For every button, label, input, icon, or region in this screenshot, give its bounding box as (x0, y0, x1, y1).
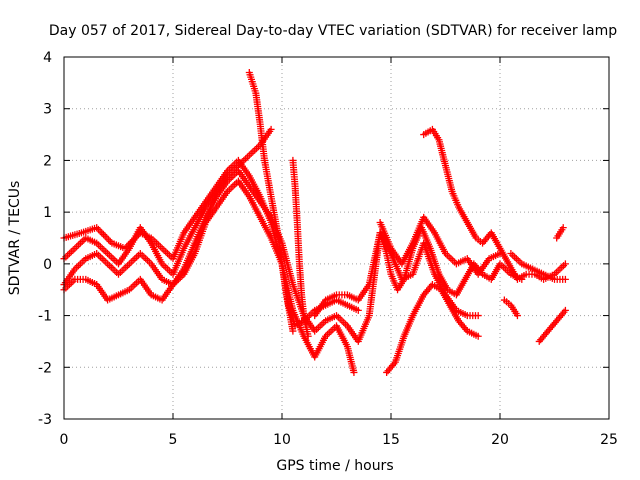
series-s6 (289, 156, 312, 340)
y-tick-label: 2 (43, 153, 52, 169)
series-s3 (60, 177, 358, 376)
x-tick-label: 20 (491, 432, 509, 448)
series-s9 (383, 281, 482, 376)
data-point (513, 312, 521, 320)
x-tick-label: 10 (273, 432, 291, 448)
data-point (561, 275, 569, 283)
series-s12 (535, 306, 569, 345)
chart-title: Day 057 of 2017, Sidereal Day-to-day VTE… (49, 23, 617, 39)
y-tick-label: -3 (38, 412, 52, 428)
x-tick-label: 5 (169, 432, 178, 448)
series-s11 (500, 296, 521, 320)
y-tick-label: 0 (43, 257, 52, 273)
data-point (559, 224, 567, 232)
y-tick-label: -1 (38, 309, 52, 325)
y-tick-label: -2 (38, 360, 52, 376)
data-point (561, 306, 569, 314)
y-tick-label: 1 (43, 205, 52, 221)
y-tick-label: 4 (43, 50, 52, 66)
data-point (267, 125, 275, 133)
plot-frame (63, 56, 610, 420)
data-point (350, 368, 358, 376)
x-tick-label: 15 (382, 432, 400, 448)
series-s13 (553, 224, 567, 242)
tick-labels-layer: 0 5 10 15 20 25 -3 -2 -1 0 1 2 3 4 (38, 50, 618, 448)
y-tick-label: 3 (43, 102, 52, 118)
data-point (289, 327, 297, 335)
data-points-layer (60, 69, 569, 376)
series-s8 (376, 213, 504, 278)
data-point (474, 332, 482, 340)
x-tick-label: 25 (600, 432, 618, 448)
series-s10 (420, 125, 569, 283)
series-s5 (245, 69, 297, 335)
data-point (474, 312, 482, 320)
data-point (354, 306, 362, 314)
series-s14 (507, 250, 569, 283)
x-axis-label: GPS time / hours (276, 458, 393, 474)
y-axis-label: SDTVAR / TECUs (7, 181, 23, 296)
data-point (561, 260, 569, 268)
ticks-layer (63, 56, 610, 420)
data-point (304, 332, 312, 340)
x-tick-label: 0 (60, 432, 69, 448)
